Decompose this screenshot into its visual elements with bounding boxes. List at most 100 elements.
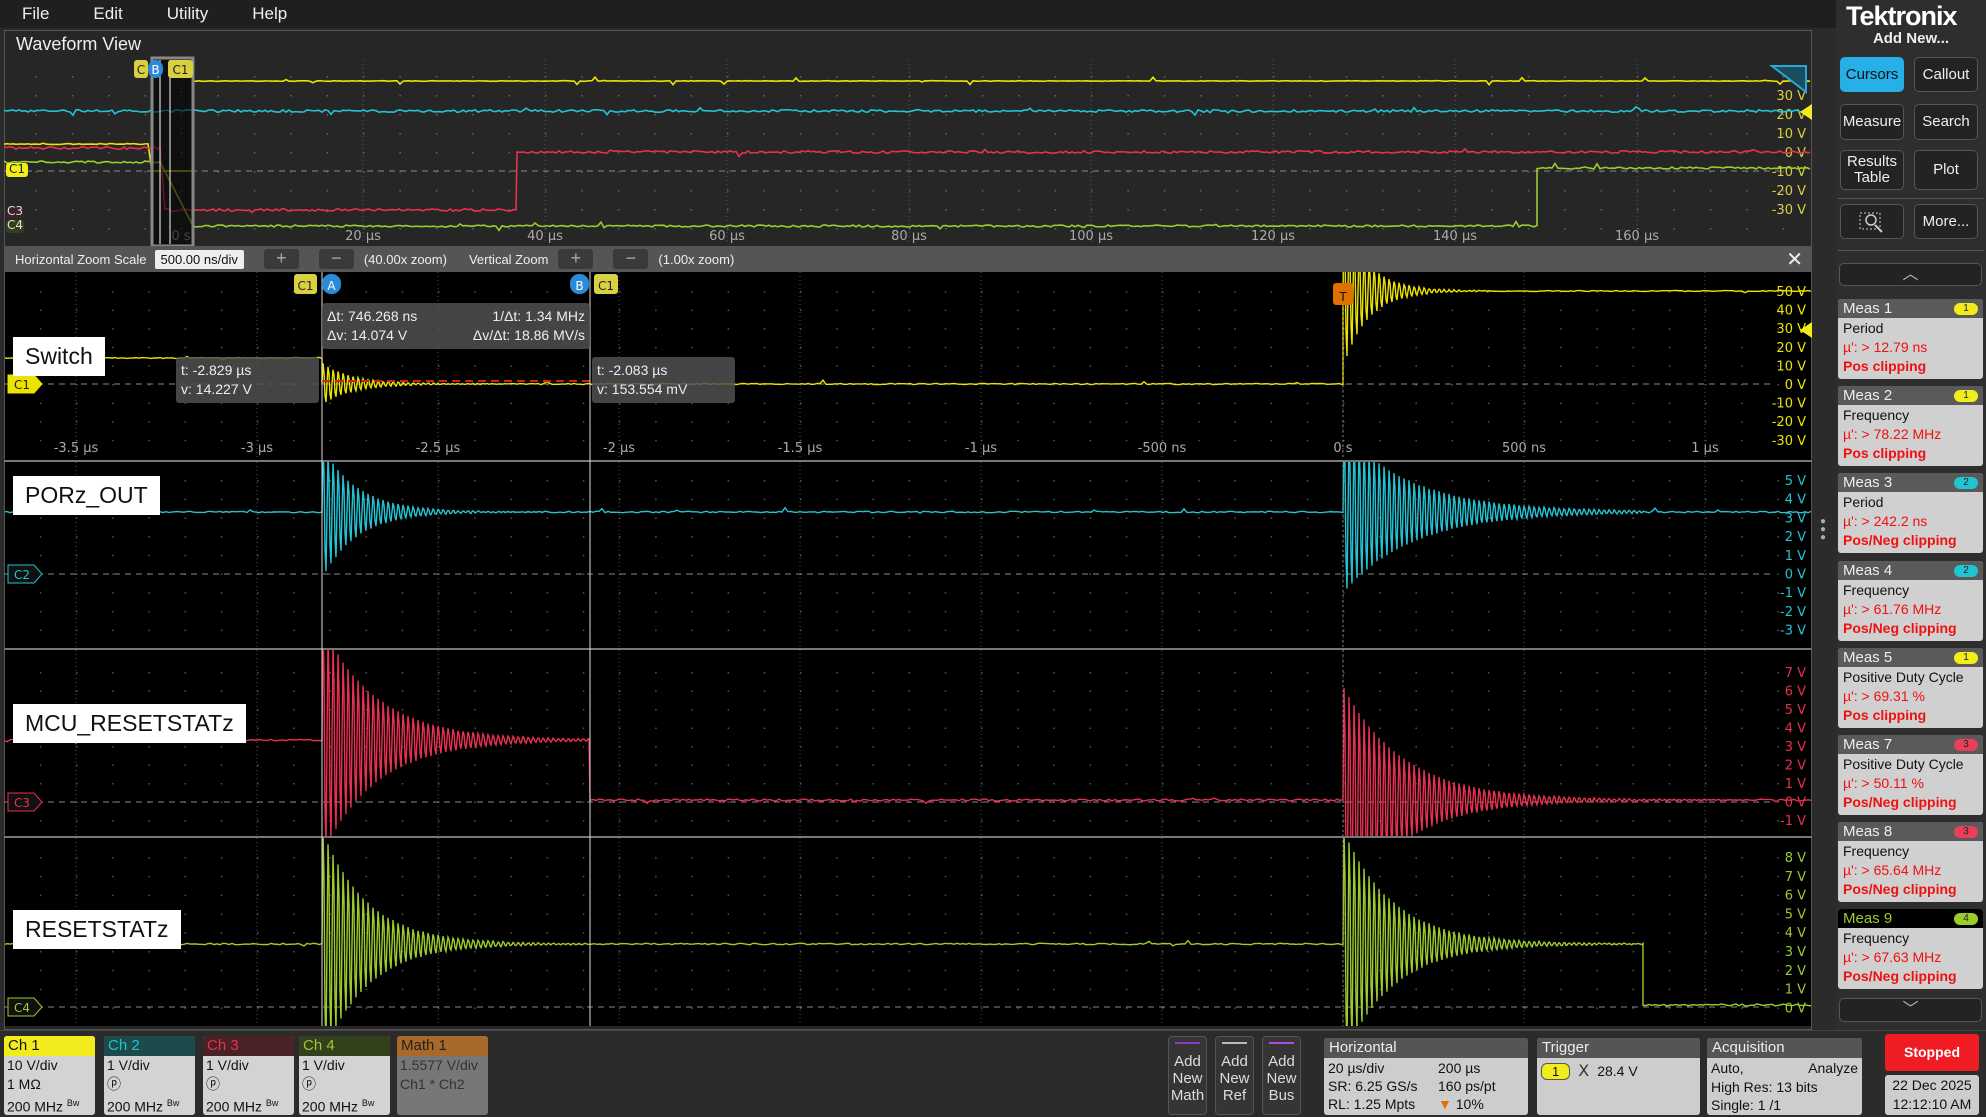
add-new-button[interactable]: Add New Math: [1168, 1036, 1207, 1115]
grid-dot: [1741, 480, 1743, 482]
cursor-a-readout[interactable]: t: -2.829 µs v: 14.227 V: [176, 357, 319, 403]
math1-badge[interactable]: Math 1 1.5577 V/div Ch1 * Ch2: [397, 1036, 488, 1115]
grid-dot: [221, 1007, 223, 1009]
channel-1-offset-marker[interactable]: C1: [8, 375, 42, 393]
channel-2-offset-marker[interactable]: C2: [8, 565, 42, 583]
waveform-label-resetstatz[interactable]: RESETSTATz: [13, 910, 181, 949]
channel-3-badge[interactable]: Ch 3 1 V/div ⓟ 200 MHz Bw: [203, 1036, 294, 1115]
measurement-card[interactable]: Meas 8 3 Frequency µ': > 65.64 MHz Pos/N…: [1838, 822, 1983, 902]
cursor-b-readout[interactable]: t: -2.083 µs v: 153.554 mV: [592, 357, 735, 403]
v-zoom-in-button[interactable]: +: [558, 249, 593, 269]
grid-dot: [1741, 765, 1743, 767]
plot-button[interactable]: Plot: [1914, 150, 1978, 190]
cursor-b-source-marker[interactable]: C1: [594, 274, 618, 294]
measurement-card[interactable]: Meas 2 1 Frequency µ': > 78.22 MHz Pos c…: [1838, 386, 1983, 466]
overview-marker-c[interactable]: C: [134, 60, 148, 78]
measure-button[interactable]: Measure: [1840, 104, 1904, 140]
grid-dot: [1234, 480, 1236, 482]
trigger-marker[interactable]: T: [1333, 283, 1353, 305]
add-new-button[interactable]: Add New Ref: [1215, 1036, 1254, 1115]
overview-marker-c1[interactable]: C1: [168, 60, 193, 78]
v-zoom-out-button[interactable]: −: [613, 249, 648, 269]
inverse-delta-t: 1/Δt: 1.34 MHz: [492, 307, 585, 326]
add-new-button[interactable]: Add New Bus: [1262, 1036, 1301, 1115]
channel-4-offset-marker[interactable]: C4: [8, 998, 42, 1016]
more-button[interactable]: More...: [1914, 204, 1978, 239]
grid-dot: [1564, 190, 1566, 192]
grid-dot: [872, 765, 874, 767]
zoom-window-handle[interactable]: [152, 58, 193, 246]
horizontal-settings[interactable]: Horizontal 20 µs/div 200 µs SR: 6.25 GS/s…: [1324, 1038, 1528, 1115]
scroll-up-button[interactable]: ︿: [1839, 263, 1982, 286]
scroll-down-button[interactable]: ﹀: [1839, 998, 1982, 1022]
run-stop-button[interactable]: Stopped: [1885, 1034, 1979, 1071]
grid-dot: [583, 783, 585, 785]
measurement-card[interactable]: Meas 7 3 Positive Duty Cycle µ': > 50.11…: [1838, 735, 1983, 815]
grid-dot: [112, 403, 114, 405]
grid-dot: [1560, 365, 1562, 367]
channel-2-badge[interactable]: Ch 2 1 V/div ⓟ 200 MHz Bw: [104, 1036, 195, 1115]
waveform-label-porz-out[interactable]: PORz_OUT: [13, 476, 160, 515]
cursor-b-marker[interactable]: B: [570, 274, 589, 294]
cursor-a-marker[interactable]: A: [322, 274, 341, 294]
search-button[interactable]: Search: [1914, 104, 1978, 140]
grid-dot: [76, 895, 78, 897]
grid-dot: [655, 440, 657, 442]
zoom-select-button[interactable]: [1840, 204, 1904, 239]
overview-volt-tick: -30 V: [1772, 203, 1806, 218]
zoom-pane-3[interactable]: [5, 650, 1811, 836]
grid-dot: [1234, 728, 1236, 730]
waveform-plot[interactable]: 0 s20 µs40 µs60 µs80 µs100 µs120 µs140 µ…: [0, 0, 1836, 1030]
grid-dot: [618, 190, 620, 192]
grid-dot: [1198, 802, 1200, 804]
grid-dot: [293, 765, 295, 767]
callout-button[interactable]: Callout: [1914, 57, 1978, 92]
grid-dot: [583, 709, 585, 711]
panel-resize-handle-icon[interactable]: ● ● ●: [1820, 518, 1826, 542]
waveform-label-switch[interactable]: Switch: [13, 337, 105, 376]
waveform-label-mcu-resetstatz[interactable]: MCU_RESETSTATz: [13, 704, 246, 743]
grid-dot: [1669, 932, 1671, 934]
grid-dot: [1669, 536, 1671, 538]
channel-3-offset-marker[interactable]: C3: [8, 793, 42, 811]
grid-dot: [148, 672, 150, 674]
h-zoom-scale-input[interactable]: 500.00 ns/div: [155, 250, 244, 269]
channel-4-badge[interactable]: Ch 4 1 V/div ⓟ 200 MHz Bw: [299, 1036, 390, 1115]
overview-ch3-marker[interactable]: C3: [6, 204, 24, 219]
measurement-card[interactable]: Meas 3 2 Period µ': > 242.2 ns Pos/Neg c…: [1838, 473, 1983, 553]
close-zoom-icon[interactable]: ✕: [1786, 247, 1803, 272]
overview-ch1-marker[interactable]: C1: [6, 162, 28, 177]
channel-1-badge[interactable]: Ch 1 10 V/div 1 MΩ 200 MHz Bw: [4, 1036, 95, 1115]
zoom-pane-2[interactable]: [5, 462, 1811, 648]
measurement-card[interactable]: Meas 1 1 Period µ': > 12.79 ns Pos clipp…: [1838, 299, 1983, 379]
grid-dot: [1633, 611, 1635, 613]
overview-ch4-marker[interactable]: C4: [6, 218, 24, 233]
measurement-card[interactable]: Meas 4 2 Frequency µ': > 61.76 MHz Pos/N…: [1838, 561, 1983, 641]
grid-dot: [836, 133, 838, 135]
cursor-a-source-marker[interactable]: C1: [294, 274, 317, 294]
grid-dot: [1162, 951, 1164, 953]
grid-dot: [1488, 328, 1490, 330]
h-zoom-in-button[interactable]: +: [264, 249, 299, 269]
measurement-card[interactable]: Meas 9 4 Frequency µ': > 67.63 MHz Pos/N…: [1838, 909, 1983, 989]
grid-dot: [1524, 728, 1526, 730]
grid-dot: [257, 709, 259, 711]
cursors-button[interactable]: Cursors: [1840, 57, 1904, 92]
grid-dot: [185, 691, 187, 693]
cursor-delta-readout[interactable]: Δt: 746.268 ns 1/Δt: 1.34 MHz Δv: 14.074 …: [322, 303, 590, 349]
trigger-settings[interactable]: Trigger 1 Ⅹ 28.4 V: [1537, 1038, 1700, 1115]
zoom-time-tick: -1.5 µs: [778, 441, 823, 456]
grid-dot: [257, 499, 259, 501]
grid-dot: [438, 691, 440, 693]
overview-marker-b[interactable]: B: [148, 60, 163, 78]
measurement-card[interactable]: Meas 5 1 Positive Duty Cycle µ': > 69.31…: [1838, 648, 1983, 728]
divider: [1838, 198, 1984, 199]
acquisition-settings[interactable]: Acquisition Auto, Analyze High Res: 13 bi…: [1707, 1038, 1862, 1115]
h-zoom-out-button[interactable]: −: [319, 249, 354, 269]
channel-scale: 1 V/div: [299, 1056, 390, 1075]
results-table-button[interactable]: Results Table: [1840, 150, 1904, 190]
zoom-pane-4[interactable]: [5, 838, 1811, 1026]
grid-dot: [547, 820, 549, 822]
grid-dot: [1777, 857, 1779, 859]
grid-dot: [1633, 499, 1635, 501]
